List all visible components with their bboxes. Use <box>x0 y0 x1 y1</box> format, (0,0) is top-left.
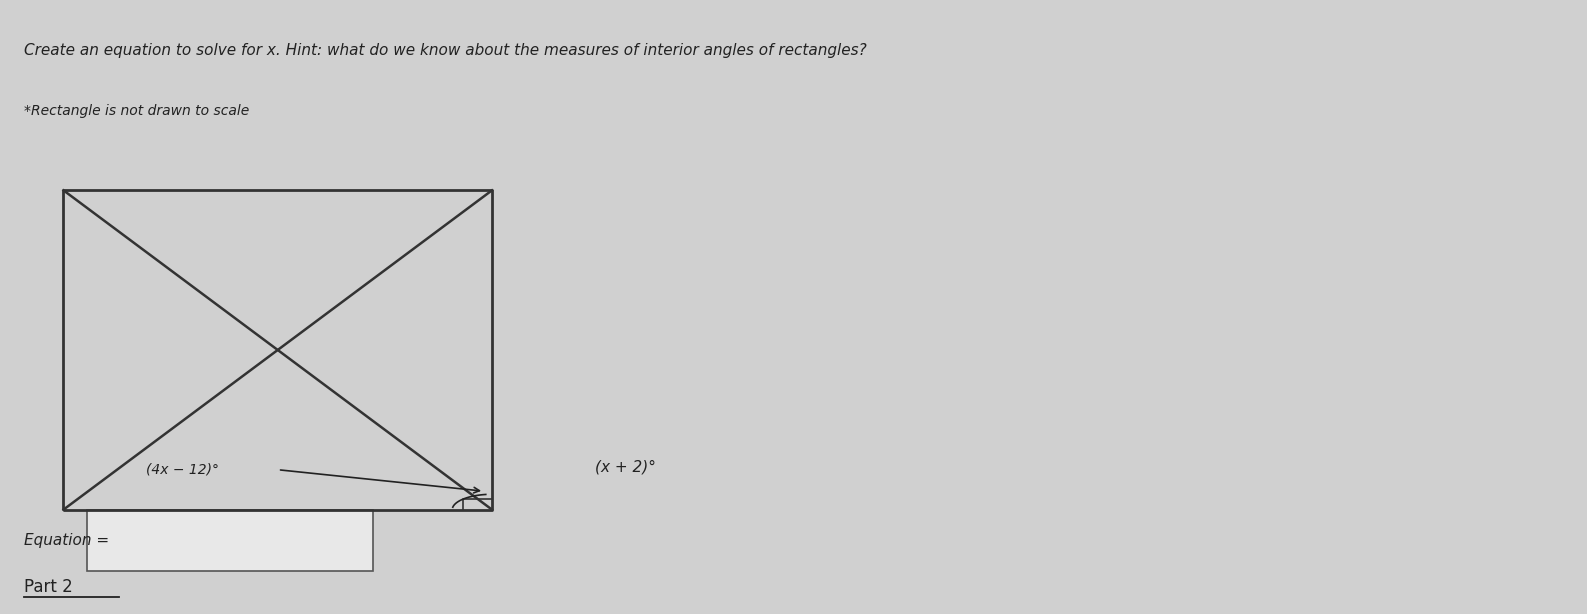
Text: Equation =: Equation = <box>24 533 110 548</box>
Text: Create an equation to solve for x. Hint: what do we know about the measures of i: Create an equation to solve for x. Hint:… <box>24 43 867 58</box>
Text: Part 2: Part 2 <box>24 578 73 596</box>
Text: *Rectangle is not drawn to scale: *Rectangle is not drawn to scale <box>24 104 249 119</box>
FancyBboxPatch shape <box>87 510 373 571</box>
Text: (x + 2)°: (x + 2)° <box>595 459 655 474</box>
Text: (4x − 12)°: (4x − 12)° <box>146 463 219 476</box>
